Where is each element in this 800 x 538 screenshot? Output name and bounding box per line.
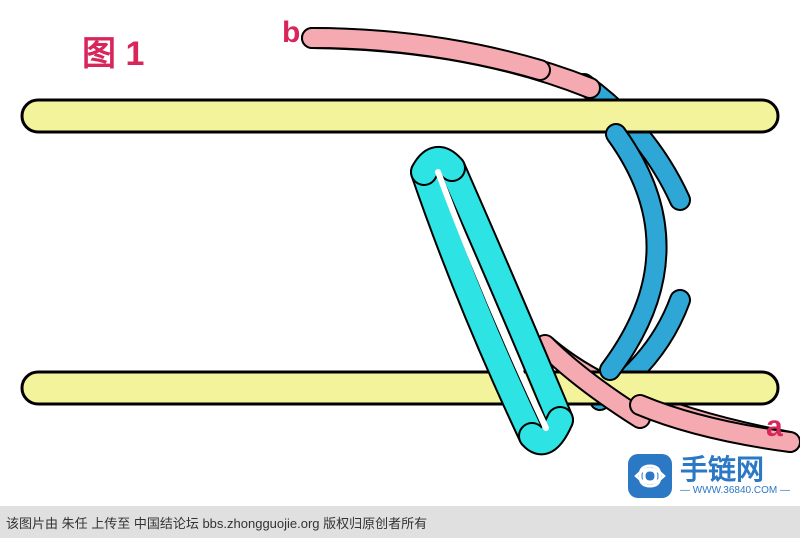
yellow-bar-bottom — [22, 372, 778, 404]
watermark-text: 手链网 — WWW.36840.COM — — [680, 456, 790, 497]
diagram-canvas: 图 1 b a — [0, 0, 800, 500]
figure-label: 图 1 — [82, 26, 144, 75]
rope-label-b: b — [282, 16, 300, 50]
rope-label-a: a — [766, 410, 783, 444]
footer-bar: 该图片由 朱任 上传至 中国结论坛 bbs.zhongguojie.org 版权… — [0, 506, 800, 538]
footer-text: 该图片由 朱任 上传至 中国结论坛 bbs.zhongguojie.org 版权… — [6, 513, 427, 532]
watermark: 手链网 — WWW.36840.COM — — [626, 452, 790, 500]
rope-blue-between — [610, 134, 657, 370]
knot-logo-icon — [626, 452, 674, 500]
rope-pink-over-top — [312, 38, 540, 70]
diagram-svg — [0, 0, 800, 500]
watermark-main: 手链网 — [680, 456, 790, 484]
yellow-bar-top — [22, 100, 778, 132]
watermark-sub: — WWW.36840.COM — — [680, 484, 790, 497]
